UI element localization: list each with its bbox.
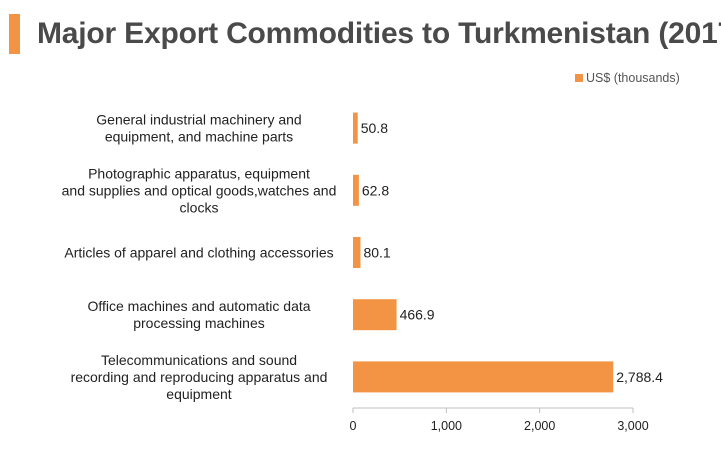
legend-label: US$ (thousands) [586,71,680,85]
bar-value-label: 466.9 [400,307,435,323]
x-tick-label: 3,000 [617,419,648,433]
category-label: Photographic apparatus, equipment and sup… [62,165,337,215]
category-label-line: equipment [166,386,231,402]
category-label: Telecommunications and sound recording an… [71,352,328,402]
bar [353,299,397,331]
legend: US$ (thousands) [575,70,680,86]
category-label-line: equipment, and machine parts [105,129,293,145]
category-label-line: Office machines and automatic data [87,298,310,314]
bar [353,361,614,393]
x-tick-label: 1,000 [431,419,462,433]
bar [353,174,359,206]
category-label-line: Articles of apparel and clothing accesso… [64,245,333,261]
category-label-line: processing machines [133,315,265,331]
x-tick-label: 2,000 [524,419,555,433]
category-label-line: clocks [180,199,219,215]
bar-value-label: 2,788.4 [616,369,663,385]
category-label-line: and supplies and optical goods,watches a… [62,182,337,198]
category-label-line: Photographic apparatus, equipment [88,165,310,181]
category-label-line: recording and reproducing apparatus and [71,369,328,385]
bar [353,237,361,268]
category-label: General industrial machinery and equipmen… [96,112,301,145]
category-label: Office machines and automatic data proces… [87,298,310,331]
category-label-line: General industrial machinery and [96,112,301,128]
title-accent-bar [9,14,20,54]
legend-swatch [575,74,583,82]
x-tick-label: 0 [350,419,357,433]
category-label: Articles of apparel and clothing accesso… [64,245,333,261]
bar-value-label: 80.1 [363,245,390,261]
bar-value-label: 50.8 [361,120,388,136]
bar-value-label: 62.8 [362,182,389,198]
page-title: Major Export Commodities to Turkmenistan… [37,17,721,50]
category-label-line: Telecommunications and sound [101,352,297,368]
bar [353,112,358,144]
